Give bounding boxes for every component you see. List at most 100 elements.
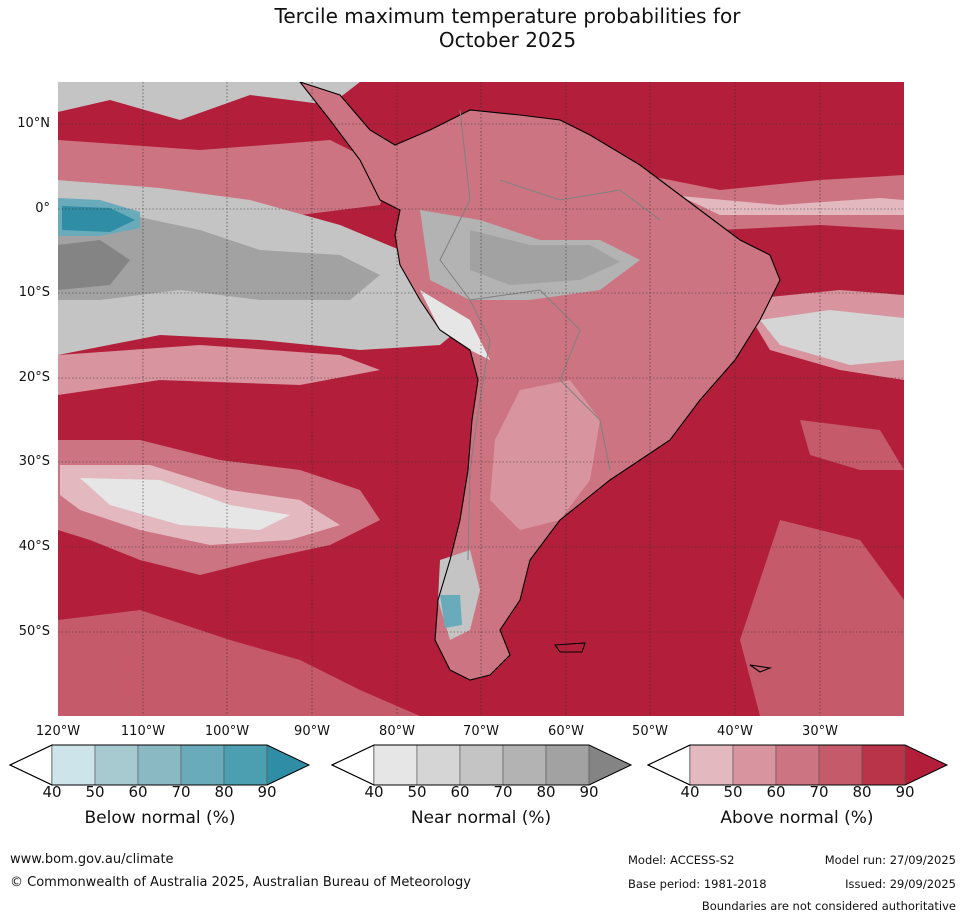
lat-label-10n: 10°N — [17, 116, 50, 131]
cb-below-tick-70: 70 — [171, 783, 191, 801]
band-above-70 — [58, 140, 390, 215]
border-interior — [469, 289, 611, 471]
pampas-above-50 — [490, 380, 600, 530]
falkland-islands — [553, 642, 586, 653]
colorbar-near-lower-arrow — [330, 744, 375, 786]
lat-label-20s: 20°S — [18, 370, 50, 385]
colorbar-below-upper-arrow — [266, 744, 310, 786]
coastlines — [299, 82, 781, 681]
footer-base-period: Base period: 1981-2018 — [628, 877, 767, 891]
lat-label-30s: 30°S — [18, 454, 50, 469]
colorbar-below-bin-70 — [180, 744, 225, 786]
colorbar-above-normal — [646, 744, 949, 786]
cb-below-tick-90: 90 — [257, 783, 277, 801]
footer-model-run: Model run: 27/09/2025 — [824, 853, 956, 867]
lat-label-40s: 40°S — [18, 539, 50, 554]
country-borders — [439, 109, 661, 561]
atlantic-above-40-band — [680, 196, 904, 215]
south-atlantic-near-normal — [760, 310, 904, 365]
map-title-line1: Tercile maximum temperature probabilitie… — [274, 4, 741, 28]
colorbar-near-bin-70 — [502, 744, 547, 786]
lon-label-50w: 50°W — [632, 724, 668, 739]
cb-above-tick-80: 80 — [852, 783, 872, 801]
colorbar-above-upper-arrow — [904, 744, 948, 786]
colorbar-below-outline — [8, 744, 311, 786]
colorbar-above-outline — [646, 744, 949, 786]
colorbar-near-bin-40 — [373, 744, 418, 786]
colorbar-below-bin-40 — [51, 744, 96, 786]
amazon-near-normal-80 — [470, 230, 620, 285]
colorbar-near-bin-80 — [545, 744, 590, 786]
lat-label-10s: 10°S — [18, 285, 50, 300]
cb-below-tick-80: 80 — [214, 783, 234, 801]
cb-above-tick-70: 70 — [809, 783, 829, 801]
north-pacific-near-normal — [58, 82, 360, 120]
lon-label-40w: 40°W — [717, 724, 753, 739]
colorbar-below-lower-arrow — [8, 744, 53, 786]
border-north — [499, 179, 661, 221]
below-normal-90-patch — [62, 206, 135, 232]
lon-label-60w: 60°W — [548, 724, 584, 739]
colorbar-below-bin-60 — [137, 744, 182, 786]
southern-ocean-above-70 — [58, 610, 420, 716]
colorbar-near-title: Near normal (%) — [410, 808, 552, 828]
footer-copyright: © Commonwealth of Australia 2025, Austra… — [10, 875, 471, 890]
border-andes — [439, 109, 491, 561]
cb-above-tick-40: 40 — [680, 783, 700, 801]
colorbar-above-bin-60 — [775, 744, 820, 786]
map-title: Tercile maximum temperature probabilitie… — [0, 4, 965, 52]
colorbar-near-bin-50 — [416, 744, 461, 786]
lon-label-90w: 90°W — [294, 724, 330, 739]
colorbar-near-upper-arrow — [588, 744, 632, 786]
lon-label-70w: 70°W — [463, 724, 499, 739]
colorbar-above-bin-80 — [861, 744, 906, 786]
footer-website: www.bom.gov.au/climate — [10, 852, 174, 867]
probability-field — [58, 82, 904, 716]
cb-below-tick-60: 60 — [128, 783, 148, 801]
lon-label-110w: 110°W — [120, 724, 166, 739]
south-america-coastline — [299, 82, 781, 681]
equatorial-near-normal-90 — [58, 240, 130, 290]
south-america-landmass-field — [300, 82, 780, 680]
lat-label-0: 0° — [35, 201, 50, 216]
cb-below-tick-50: 50 — [85, 783, 105, 801]
colorbar-below-normal — [8, 744, 311, 786]
cb-above-tick-90: 90 — [895, 783, 915, 801]
south-atlantic-above-80 — [800, 420, 904, 470]
south-pacific-near-normal — [80, 478, 290, 530]
cb-below-tick-40: 40 — [42, 783, 62, 801]
band-above-50 — [58, 345, 380, 395]
cb-above-tick-50: 50 — [723, 783, 743, 801]
cb-above-tick-60: 60 — [766, 783, 786, 801]
cb-near-tick-90: 90 — [579, 783, 599, 801]
south-georgia — [749, 664, 773, 673]
graticule — [58, 82, 904, 716]
equatorial-near-normal-80 — [58, 215, 380, 300]
lat-label-50s: 50°S — [18, 624, 50, 639]
lon-label-100w: 100°W — [204, 724, 250, 739]
map-title-line2: October 2025 — [438, 28, 577, 52]
colorbar-above-bin-40 — [689, 744, 734, 786]
patagonia-below-normal — [440, 595, 462, 628]
southern-atlantic-above-80 — [740, 520, 904, 716]
lon-label-80w: 80°W — [379, 724, 415, 739]
cb-near-tick-40: 40 — [364, 783, 384, 801]
andes-near-normal — [420, 290, 490, 360]
lon-label-30w: 30°W — [802, 724, 838, 739]
cb-near-tick-70: 70 — [493, 783, 513, 801]
colorbar-above-lower-arrow — [646, 744, 691, 786]
colorbar-near-bin-60 — [459, 744, 504, 786]
colorbar-near-normal — [330, 744, 633, 786]
colorbar-below-bin-80 — [223, 744, 268, 786]
colorbar-above-bin-50 — [732, 744, 777, 786]
lon-label-120w: 120°W — [35, 724, 81, 739]
cb-near-tick-50: 50 — [407, 783, 427, 801]
footer-boundaries-note: Boundaries are not considered authoritat… — [701, 899, 956, 913]
colorbar-above-bin-70 — [818, 744, 863, 786]
cb-near-tick-80: 80 — [536, 783, 556, 801]
colorbar-above-title: Above normal (%) — [720, 808, 874, 828]
colorbar-near-outline — [330, 744, 633, 786]
colorbar-below-title: Below normal (%) — [84, 808, 236, 828]
cb-near-tick-60: 60 — [450, 783, 470, 801]
